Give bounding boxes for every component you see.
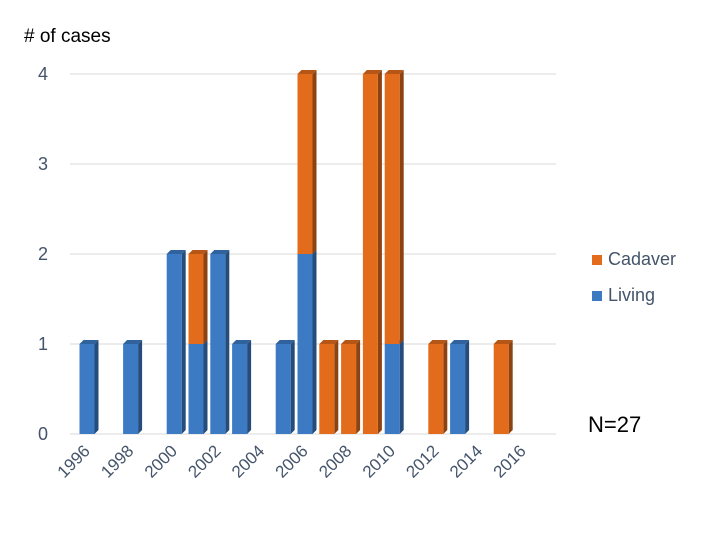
bar-living-2005 (275, 340, 295, 434)
bar-front (79, 344, 95, 434)
bar-cadaver-2010 (384, 70, 404, 344)
bar-cadaver-2006 (297, 70, 317, 254)
bar-side (312, 250, 317, 434)
bar-cadaver-2015 (493, 340, 513, 434)
bar-side (94, 340, 99, 434)
bar-front (188, 344, 204, 434)
bar-living-1996 (79, 340, 99, 434)
x-tick-label: 2004 (228, 441, 268, 481)
bar-front (341, 344, 357, 434)
y-tick-label: 1 (38, 334, 48, 354)
bar-side (399, 70, 404, 344)
bar-top (428, 340, 448, 344)
x-tick-label: 2014 (446, 441, 486, 481)
bars (79, 70, 513, 434)
bar-side (399, 340, 404, 434)
x-tick-label: 2000 (141, 441, 181, 481)
bar-front (493, 344, 509, 434)
bar-side (181, 250, 186, 434)
bar-side (290, 340, 295, 434)
bar-cadaver-2012 (428, 340, 448, 434)
bar-top (210, 250, 230, 254)
bar-top (319, 340, 339, 344)
x-tick-label: 2008 (315, 441, 355, 481)
bar-top (341, 340, 361, 344)
bar-living-1998 (123, 340, 143, 434)
legend-label: Cadaver (608, 249, 676, 269)
x-tick-label: 2006 (272, 441, 312, 481)
bar-living-2002 (210, 250, 230, 434)
bar-side (247, 340, 252, 434)
bar-front (166, 254, 182, 434)
bar-top (297, 70, 317, 74)
bar-living-2003 (232, 340, 252, 434)
legend-item-cadaver: Cadaver (592, 249, 676, 269)
bar-top (450, 340, 470, 344)
y-tick-label: 4 (38, 64, 48, 84)
bar-living-2013 (450, 340, 470, 434)
bar-cadaver-2001 (188, 250, 208, 344)
bar-side (443, 340, 448, 434)
bar-side (334, 340, 339, 434)
bar-side (138, 340, 143, 434)
bar-top (232, 340, 252, 344)
bar-side (377, 70, 382, 434)
y-tick-label: 0 (38, 424, 48, 444)
bar-side (203, 250, 208, 344)
bar-top (384, 70, 404, 74)
bar-front (123, 344, 139, 434)
sample-size-note: N=27 (588, 412, 641, 437)
y-tick-label: 3 (38, 154, 48, 174)
legend-label: Living (608, 285, 655, 305)
bar-front (297, 254, 313, 434)
bar-front (384, 74, 400, 344)
bar-front (210, 254, 226, 434)
bar-top (79, 340, 99, 344)
bar-front (188, 254, 204, 344)
bar-front (428, 344, 444, 434)
bar-front (297, 74, 313, 254)
bar-top (275, 340, 295, 344)
y-axis-label: # of cases (24, 26, 111, 47)
x-tick-label: 2002 (184, 441, 224, 481)
bar-side (225, 250, 230, 434)
legend-item-living: Living (592, 285, 655, 305)
bar-side (203, 340, 208, 434)
x-tick-label: 2012 (402, 441, 442, 481)
bar-front (384, 344, 400, 434)
bar-top (123, 340, 143, 344)
bar-top (166, 250, 186, 254)
bar-side (356, 340, 361, 434)
y-tick-label: 2 (38, 244, 48, 264)
bar-living-2010 (384, 340, 404, 434)
x-tick-labels: 1996 1998 2000 2002 2004 2006 2008 2010 2012 2014… (54, 441, 530, 481)
bar-front (275, 344, 291, 434)
bar-living-2000 (166, 250, 186, 434)
x-tick-label: 2016 (490, 441, 530, 481)
bar-side (312, 70, 317, 254)
bar-front (362, 74, 378, 434)
bar-side (508, 340, 513, 434)
bar-front (232, 344, 248, 434)
legend: Cadaver Living (592, 249, 676, 305)
bar-cadaver-2009 (362, 70, 382, 434)
bar-living-2001 (188, 340, 208, 434)
bar-cadaver-2007 (319, 340, 339, 434)
bar-living-2006 (297, 250, 317, 434)
legend-swatch (592, 291, 602, 301)
bar-side (465, 340, 470, 434)
bar-front (450, 344, 466, 434)
y-tick-labels: 0 1 2 3 4 (38, 64, 48, 444)
legend-swatch (592, 255, 602, 265)
x-tick-label: 1996 (54, 441, 94, 481)
x-tick-label: 2010 (359, 441, 399, 481)
bar-front (319, 344, 335, 434)
bar-top (362, 70, 382, 74)
bar-cadaver-2008 (341, 340, 361, 434)
bar-top (493, 340, 513, 344)
x-tick-label: 1998 (97, 441, 137, 481)
bar-top (188, 250, 208, 254)
